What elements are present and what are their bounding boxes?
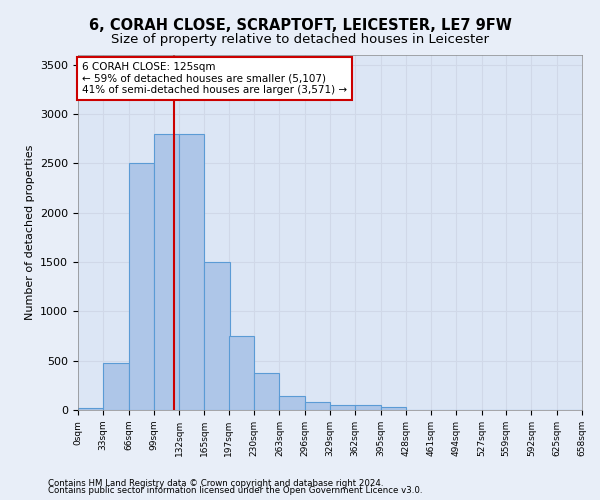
Bar	[305, 402, 330, 410]
Text: Contains public sector information licensed under the Open Government Licence v3: Contains public sector information licen…	[48, 486, 422, 495]
Bar	[128, 164, 154, 410]
Bar	[280, 396, 305, 410]
Bar	[78, 408, 103, 410]
Text: Size of property relative to detached houses in Leicester: Size of property relative to detached ho…	[111, 32, 489, 46]
Text: Contains HM Land Registry data © Crown copyright and database right 2024.: Contains HM Land Registry data © Crown c…	[48, 478, 383, 488]
Bar	[355, 404, 380, 410]
Bar	[154, 134, 179, 410]
Bar	[229, 336, 254, 410]
Text: 6 CORAH CLOSE: 125sqm
← 59% of detached houses are smaller (5,107)
41% of semi-d: 6 CORAH CLOSE: 125sqm ← 59% of detached …	[82, 62, 347, 95]
Text: 6, CORAH CLOSE, SCRAPTOFT, LEICESTER, LE7 9FW: 6, CORAH CLOSE, SCRAPTOFT, LEICESTER, LE…	[89, 18, 511, 32]
Bar	[330, 404, 355, 410]
Bar	[205, 262, 230, 410]
Bar	[179, 134, 205, 410]
Bar	[254, 372, 280, 410]
Y-axis label: Number of detached properties: Number of detached properties	[25, 145, 35, 320]
Bar	[103, 362, 128, 410]
Bar	[380, 407, 406, 410]
